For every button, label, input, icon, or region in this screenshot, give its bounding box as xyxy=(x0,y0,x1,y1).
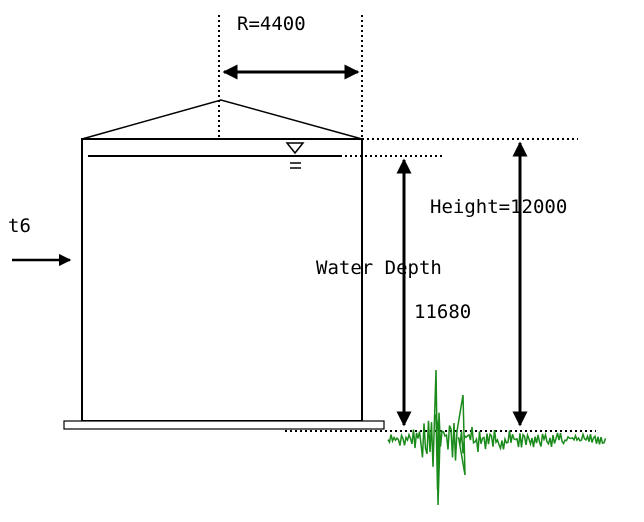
height-label: Height=12000 xyxy=(430,196,567,218)
tank-wall xyxy=(81,138,363,422)
base-plate xyxy=(63,420,385,430)
thickness-label: t6 xyxy=(8,215,31,237)
water-depth-value: 11680 xyxy=(414,301,471,323)
roof xyxy=(81,99,363,140)
radius-label: R=4400 xyxy=(237,13,306,35)
seismic-wave xyxy=(387,369,607,506)
water-depth-label: Water Depth xyxy=(316,257,442,279)
water-symbol xyxy=(285,142,305,155)
